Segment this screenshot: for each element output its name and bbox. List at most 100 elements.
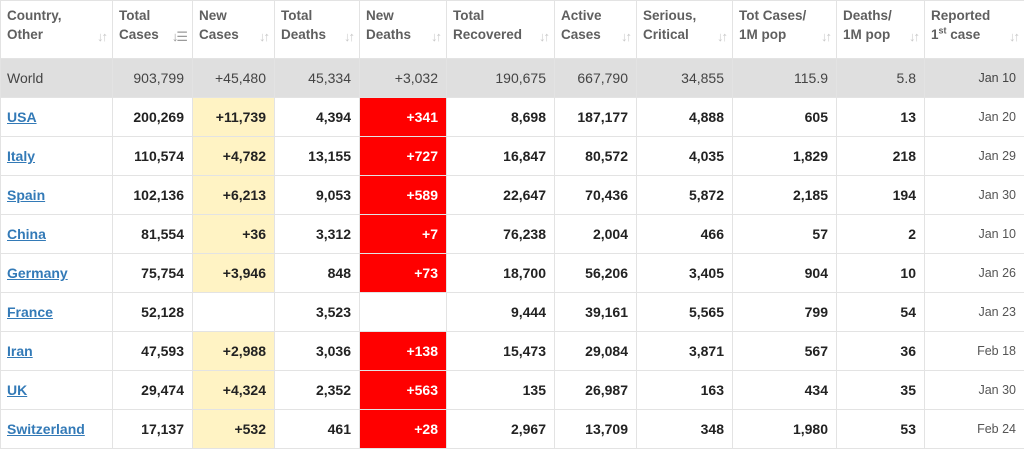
country-link[interactable]: USA	[7, 109, 37, 125]
total-recovered: 8,698	[447, 98, 555, 137]
new-cases: +3,946	[193, 254, 275, 293]
cases-per-1m: 1,829	[733, 137, 837, 176]
serious-critical: 5,872	[637, 176, 733, 215]
total-cases: 75,754	[113, 254, 193, 293]
first-case-date: Jan 10	[925, 59, 1024, 98]
cases-per-1m: 567	[733, 332, 837, 371]
new-deaths: +589	[360, 176, 447, 215]
country-link[interactable]: Switzerland	[7, 421, 85, 437]
sort-updown-icon[interactable]: ↓↑	[1009, 27, 1018, 46]
sort-updown-icon[interactable]: ↓↑	[97, 27, 106, 46]
total-cases: 47,593	[113, 332, 193, 371]
country-cell: Switzerland	[1, 410, 113, 449]
country-cell: UK	[1, 371, 113, 410]
country-name: World	[1, 59, 113, 98]
country-link[interactable]: Iran	[7, 343, 33, 359]
active-cases: 29,084	[555, 332, 637, 371]
total-cases: 102,136	[113, 176, 193, 215]
total-recovered: 15,473	[447, 332, 555, 371]
active-cases: 187,177	[555, 98, 637, 137]
country-link[interactable]: China	[7, 226, 46, 242]
total-recovered: 18,700	[447, 254, 555, 293]
active-cases: 80,572	[555, 137, 637, 176]
sort-updown-icon[interactable]: ↓↑	[909, 27, 918, 46]
new-deaths: +3,032	[360, 59, 447, 98]
sort-updown-icon[interactable]: ↓↑	[821, 27, 830, 46]
sort-updown-icon[interactable]: ↓↑	[717, 27, 726, 46]
active-cases: 70,436	[555, 176, 637, 215]
first-case-date: Jan 10	[925, 215, 1024, 254]
total-cases: 200,269	[113, 98, 193, 137]
first-case-date: Jan 29	[925, 137, 1024, 176]
new-cases: +6,213	[193, 176, 275, 215]
total-deaths: 461	[275, 410, 360, 449]
total-deaths: 4,394	[275, 98, 360, 137]
country-link[interactable]: Spain	[7, 187, 45, 203]
new-deaths: +28	[360, 410, 447, 449]
sort-updown-icon[interactable]: ↓↑	[259, 27, 268, 46]
first-case-date: Feb 24	[925, 410, 1024, 449]
new-cases: +532	[193, 410, 275, 449]
cases-per-1m: 434	[733, 371, 837, 410]
country-link[interactable]: Italy	[7, 148, 35, 164]
header-country[interactable]: Country,Other↓↑	[1, 1, 113, 59]
total-deaths: 9,053	[275, 176, 360, 215]
serious-critical: 3,871	[637, 332, 733, 371]
new-deaths: +7	[360, 215, 447, 254]
cases-per-1m: 115.9	[733, 59, 837, 98]
total-deaths: 3,523	[275, 293, 360, 332]
country-cell: Germany	[1, 254, 113, 293]
world-total-row: World 903,799 +45,480 45,334 +3,032 190,…	[1, 59, 1024, 98]
country-link[interactable]: UK	[7, 382, 27, 398]
cases-per-1m: 799	[733, 293, 837, 332]
first-case-date: Jan 30	[925, 371, 1024, 410]
country-link[interactable]: Germany	[7, 265, 68, 281]
new-deaths: +727	[360, 137, 447, 176]
deaths-per-1m: 36	[837, 332, 925, 371]
new-cases: +36	[193, 215, 275, 254]
cases-per-1m: 1,980	[733, 410, 837, 449]
deaths-per-1m: 2	[837, 215, 925, 254]
active-cases: 26,987	[555, 371, 637, 410]
header-cases-per-1m[interactable]: Tot Cases/1M pop↓↑	[733, 1, 837, 59]
country-cell: Iran	[1, 332, 113, 371]
serious-critical: 4,035	[637, 137, 733, 176]
total-cases: 29,474	[113, 371, 193, 410]
header-deaths-per-1m[interactable]: Deaths/1M pop↓↑	[837, 1, 925, 59]
sort-desc-icon[interactable]: ↓☰	[172, 27, 186, 46]
serious-critical: 34,855	[637, 59, 733, 98]
new-cases: +2,988	[193, 332, 275, 371]
sort-updown-icon[interactable]: ↓↑	[344, 27, 353, 46]
active-cases: 2,004	[555, 215, 637, 254]
sort-updown-icon[interactable]: ↓↑	[539, 27, 548, 46]
deaths-per-1m: 194	[837, 176, 925, 215]
total-deaths: 13,155	[275, 137, 360, 176]
cases-per-1m: 57	[733, 215, 837, 254]
total-cases: 903,799	[113, 59, 193, 98]
serious-critical: 5,565	[637, 293, 733, 332]
new-cases: +45,480	[193, 59, 275, 98]
sort-updown-icon[interactable]: ↓↑	[431, 27, 440, 46]
serious-critical: 4,888	[637, 98, 733, 137]
header-serious-critical[interactable]: Serious,Critical↓↑	[637, 1, 733, 59]
sort-updown-icon[interactable]: ↓↑	[621, 27, 630, 46]
country-cell: USA	[1, 98, 113, 137]
active-cases: 39,161	[555, 293, 637, 332]
country-link[interactable]: France	[7, 304, 53, 320]
total-recovered: 16,847	[447, 137, 555, 176]
first-case-date: Jan 20	[925, 98, 1024, 137]
total-recovered: 190,675	[447, 59, 555, 98]
country-cell: China	[1, 215, 113, 254]
